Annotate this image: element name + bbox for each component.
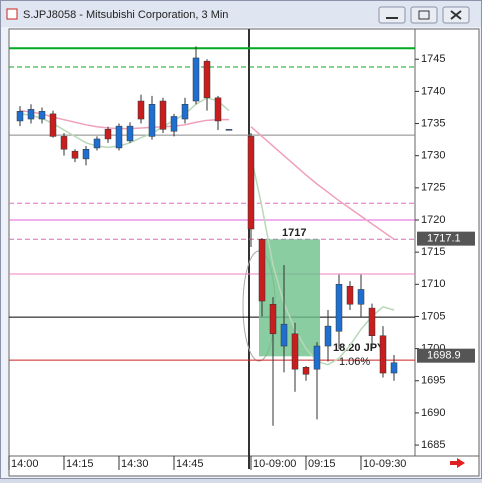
y-tick-label: 1745	[421, 53, 445, 65]
x-tick-label: 10-09:00	[253, 458, 296, 470]
y-tick-label: 1715	[421, 246, 445, 258]
candle-body	[27, 109, 35, 120]
y-tick-label: 1720	[421, 214, 445, 226]
candle-body	[137, 100, 145, 120]
candle-body	[49, 113, 57, 137]
candle-body	[126, 125, 134, 142]
box-percent-label: 1.06%	[339, 356, 370, 368]
x-tick-label: 14:45	[176, 458, 204, 470]
candle-body	[203, 60, 211, 99]
candle-body	[302, 367, 310, 375]
maximize-icon	[418, 10, 430, 20]
candle-body	[104, 129, 112, 140]
y-tick-label: 1710	[421, 278, 445, 290]
candle-body	[192, 57, 200, 102]
price-label: 1698.9	[427, 350, 461, 362]
candle-body	[170, 116, 178, 132]
x-tick-label: 14:15	[66, 458, 94, 470]
candle-body	[313, 345, 321, 370]
candle-body	[60, 136, 68, 150]
x-tick-label: 10-09:30	[363, 458, 406, 470]
y-tick-label: 1730	[421, 150, 445, 162]
candle-body	[247, 136, 255, 230]
candle-body	[346, 285, 354, 305]
maximize-button[interactable]	[410, 6, 438, 24]
candle-body	[225, 129, 233, 131]
price-label-box	[417, 231, 475, 246]
x-tick-label: 14:00	[11, 458, 39, 470]
candle-body	[379, 335, 387, 374]
x-tick-label: 14:30	[121, 458, 149, 470]
price-label-box	[417, 348, 475, 363]
candle-body	[93, 138, 101, 149]
candle-body	[357, 289, 365, 305]
candle-body	[82, 149, 90, 160]
app-icon	[6, 8, 18, 20]
candle-body	[38, 111, 46, 120]
measure-box	[259, 239, 320, 357]
candle-body	[280, 323, 288, 347]
y-tick-label: 1725	[421, 182, 445, 194]
candle-body	[390, 362, 398, 374]
candle-body	[258, 239, 266, 302]
candle-body	[148, 103, 156, 137]
candle-body	[335, 284, 343, 332]
close-icon	[450, 10, 462, 20]
y-tick-label: 1695	[421, 375, 445, 387]
box-change-label: 18.20 JPY	[333, 342, 385, 354]
y-tick-label: 1735	[421, 117, 445, 129]
candle-body	[181, 103, 189, 120]
x-tick-label: 09:15	[308, 458, 336, 470]
price-label: 1717.1	[427, 233, 461, 245]
candle-body	[214, 97, 222, 122]
candle-body	[71, 150, 79, 159]
scroll-arrow[interactable]	[450, 458, 465, 468]
box-top-label: 1717	[282, 227, 306, 239]
y-tick-label: 1705	[421, 310, 445, 322]
candle-body	[368, 307, 376, 336]
y-tick-label: 1690	[421, 407, 445, 419]
candle-body	[16, 111, 24, 122]
plot-area	[8, 28, 416, 457]
candle-body	[115, 125, 123, 149]
candle-body	[159, 100, 167, 130]
minimize-button[interactable]	[378, 6, 406, 24]
y-tick-label: 1740	[421, 85, 445, 97]
window-title: S.JPJ8058 - Mitsubishi Corporation, 3 Mi…	[23, 9, 228, 21]
y-tick-label: 1685	[421, 439, 445, 451]
candle-body	[269, 303, 277, 335]
candle-body	[291, 333, 299, 370]
candle-body	[324, 325, 332, 347]
